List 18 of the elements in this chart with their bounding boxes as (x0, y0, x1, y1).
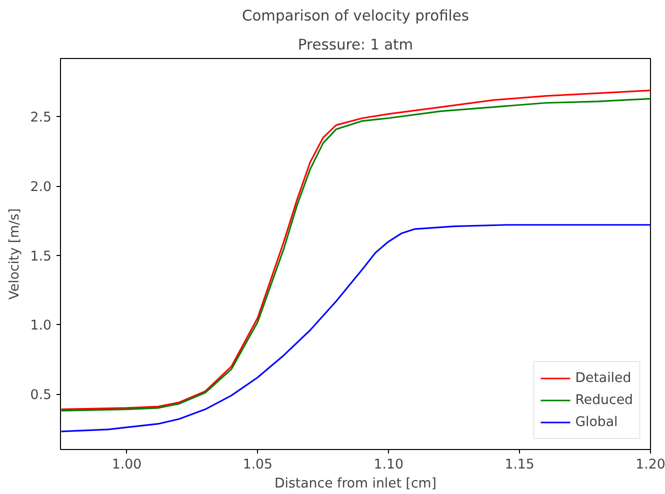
y-tick-label: 1.0 (30, 318, 52, 334)
x-tick-label: 1.10 (374, 458, 404, 472)
y-axis-title: Velocity [m/s] (7, 208, 22, 300)
line-series (60, 224, 650, 432)
y-tick-label: 0.5 (30, 388, 52, 404)
legend-label: Global (575, 414, 618, 430)
legend-label: Reduced (575, 392, 633, 408)
x-tick-label: 1.20 (636, 458, 665, 472)
y-tick-label: 1.5 (30, 249, 52, 264)
x-tick-label: 1.00 (112, 458, 142, 472)
chart-subtitle: Pressure: 1 atm (298, 36, 414, 54)
x-tick-label: 1.05 (242, 458, 273, 472)
x-tick-label: 1.15 (504, 458, 534, 472)
y-tick-label: 2.0 (30, 180, 52, 196)
legend-label: Detailed (575, 370, 632, 386)
chart-title: Comparison of velocity profiles (242, 8, 470, 24)
y-tick-label: 2.5 (30, 110, 52, 126)
x-axis-title: Distance from inlet [cm] (274, 476, 437, 492)
